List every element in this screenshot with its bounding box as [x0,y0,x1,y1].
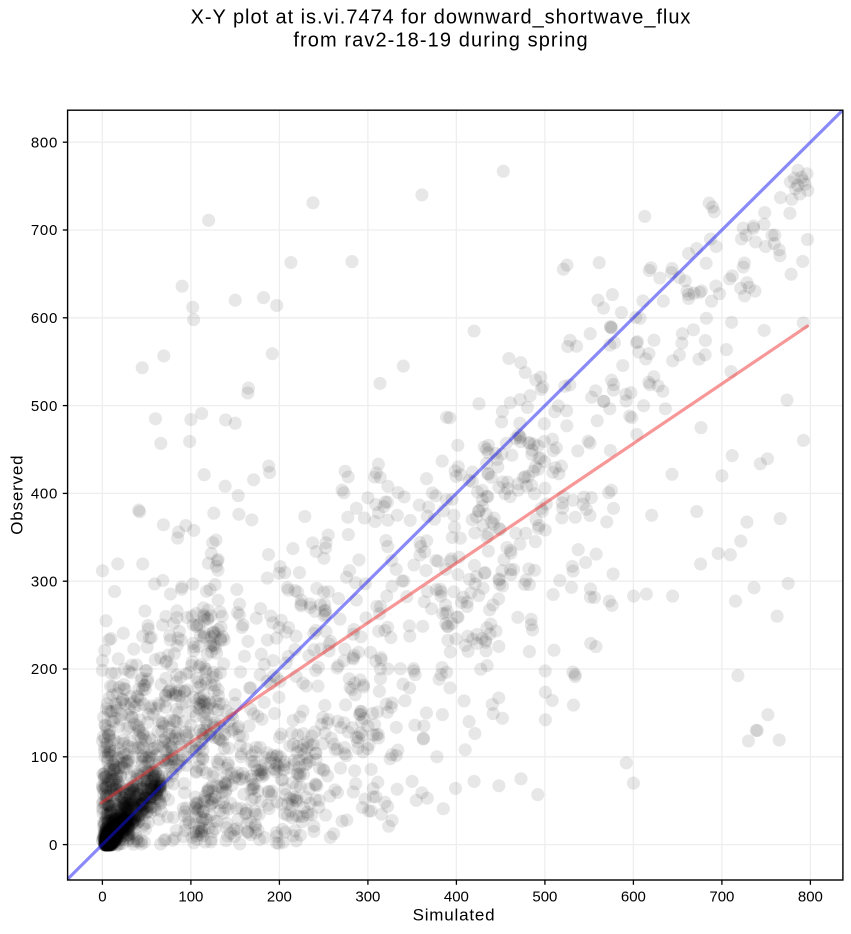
svg-text:600: 600 [31,310,58,327]
svg-text:from rav2-18-19 during spring: from rav2-18-19 during spring [293,29,588,51]
svg-text:600: 600 [621,889,646,906]
svg-text:Simulated: Simulated [413,906,496,925]
svg-text:800: 800 [798,889,823,906]
svg-text:800: 800 [31,134,58,151]
svg-text:Observed: Observed [8,455,27,535]
svg-text:500: 500 [532,889,557,906]
svg-text:500: 500 [31,398,58,415]
svg-text:300: 300 [355,889,380,906]
svg-text:300: 300 [31,573,58,590]
svg-text:100: 100 [178,889,203,906]
svg-text:400: 400 [444,889,469,906]
svg-text:0: 0 [98,889,106,906]
svg-text:100: 100 [31,749,58,766]
svg-text:0: 0 [49,837,58,854]
svg-text:700: 700 [709,889,734,906]
svg-text:X-Y plot at is.vi.7474 for dow: X-Y plot at is.vi.7474 for downward_shor… [191,7,692,29]
svg-text:700: 700 [31,222,58,239]
svg-text:200: 200 [31,661,58,678]
svg-text:200: 200 [267,889,292,906]
svg-text:400: 400 [31,486,58,503]
